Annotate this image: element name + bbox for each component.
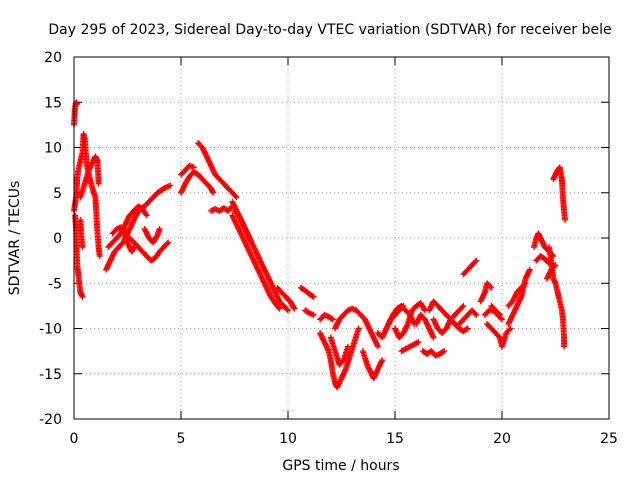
data-point (561, 343, 568, 350)
gridlines (74, 57, 609, 419)
x-tick-labels: 0 5 10 15 20 25 (70, 431, 618, 447)
x-tick-label: 25 (600, 431, 618, 447)
data-point (290, 304, 297, 311)
y-tick-label: 20 (44, 50, 62, 66)
y-tick-label: 15 (44, 95, 62, 111)
data-point (522, 280, 529, 287)
data-point (374, 343, 381, 350)
y-tick-labels: 20 15 10 5 0 -5 -10 -15 -20 (39, 50, 62, 428)
data-point (328, 315, 335, 322)
data-point (210, 189, 217, 196)
data-point (291, 305, 298, 312)
data-point (344, 343, 351, 350)
data-point (551, 263, 558, 270)
data-point (460, 302, 467, 309)
data-point (464, 325, 471, 332)
x-tick-label: 10 (279, 431, 297, 447)
y-tick-label: -10 (39, 322, 62, 338)
x-axis-label: GPS time / hours (282, 458, 399, 474)
data-point (488, 284, 495, 291)
data-point (473, 311, 480, 318)
data-point (441, 348, 448, 355)
x-tick-label: 0 (70, 431, 79, 447)
data-point (379, 357, 386, 364)
data-point (355, 325, 362, 332)
data-point (95, 180, 102, 187)
data-point (190, 164, 197, 171)
x-tick-label: 5 (177, 431, 186, 447)
data-point (165, 239, 172, 246)
data-point (309, 293, 316, 300)
data-point (310, 311, 317, 318)
data-point (507, 325, 514, 332)
y-tick-label: -15 (39, 367, 62, 383)
data-point (329, 316, 336, 323)
data-point (496, 311, 503, 318)
data-point (521, 281, 528, 288)
y-tick-label: 5 (53, 186, 62, 202)
data-point (143, 212, 150, 219)
data-point (79, 244, 86, 251)
data-point (310, 293, 317, 300)
data-point (248, 239, 255, 246)
data-point (463, 326, 470, 333)
data-point (459, 304, 466, 311)
data-point (283, 306, 290, 313)
data-markers (71, 99, 569, 391)
data-point (96, 253, 103, 260)
data-point (487, 283, 494, 290)
x-tick-label: 20 (493, 431, 511, 447)
data-point (497, 315, 504, 322)
data-point (74, 101, 81, 108)
data-point (430, 334, 437, 341)
data-point (233, 194, 240, 201)
data-point (118, 224, 125, 231)
data-point (79, 293, 86, 300)
data-point (552, 262, 559, 269)
data-point (285, 307, 291, 314)
data-point (506, 326, 513, 333)
y-tick-label: 0 (53, 231, 62, 247)
data-point (130, 244, 137, 251)
data-point (414, 339, 421, 346)
data-point (440, 348, 447, 355)
data-point (164, 240, 171, 247)
data-point (156, 225, 163, 232)
y-tick-label: -20 (39, 412, 62, 428)
data-point (276, 305, 283, 312)
data-point (167, 182, 174, 189)
data-point (499, 316, 505, 323)
data-point (415, 339, 422, 346)
data-point (142, 211, 149, 218)
data-point (421, 306, 428, 313)
data-point (526, 266, 533, 273)
y-tick-label: -5 (48, 276, 62, 292)
data-point (472, 310, 479, 317)
data-point (473, 257, 480, 264)
y-axis-label: SDTVAR / TECUs (7, 181, 23, 296)
chart-title: Day 295 of 2023, Sidereal Day-to-day VTE… (48, 22, 611, 38)
data-point (472, 258, 479, 265)
plot-frame (73, 56, 610, 420)
y-tick-label: 10 (44, 141, 62, 157)
x-tick-label: 15 (386, 431, 404, 447)
data-point (232, 193, 239, 200)
data-point (275, 304, 282, 311)
data-point (562, 216, 569, 223)
data-point (495, 310, 502, 317)
